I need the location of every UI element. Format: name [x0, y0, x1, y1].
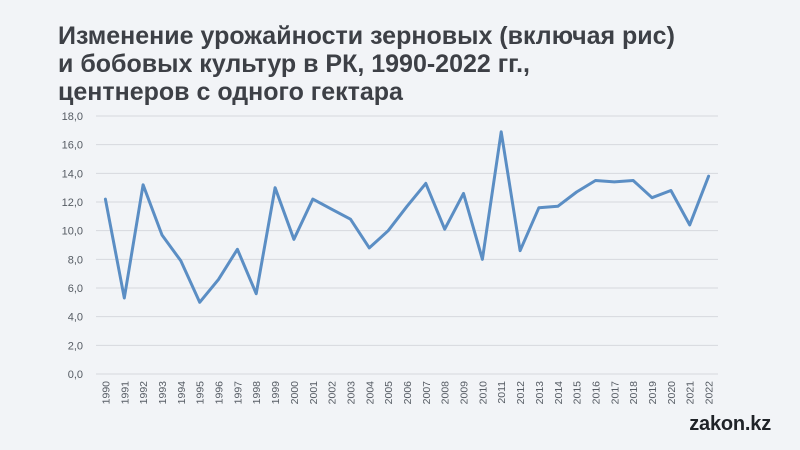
x-tick-label: 2006 — [402, 381, 414, 405]
data-point — [669, 189, 673, 192]
x-tick-label: 2021 — [685, 381, 697, 405]
x-tick-label: 1993 — [157, 381, 169, 405]
title-line-3: центнеров с одного гектара — [58, 78, 403, 106]
data-point — [594, 179, 597, 182]
x-tick-label: 1990 — [100, 381, 112, 405]
x-tick-label: 2009 — [459, 381, 471, 405]
x-tick-label: 1995 — [195, 381, 207, 405]
data-point — [575, 190, 578, 194]
x-tick-label: 2008 — [440, 381, 452, 405]
x-axis: 1990 1991 1992 1993 1994 1995 1996 1997 1998 1999… — [100, 381, 715, 405]
chart-title: Изменение урожайности зерновых (включая … — [58, 22, 748, 106]
x-tick-label: 1996 — [214, 381, 226, 405]
y-tick-label: 2,0 — [68, 340, 83, 352]
y-axis: 0,0 2,0 4,0 6,0 8,0 10,0 12,0 14,0 16,0 18,0 — [62, 111, 83, 381]
data-point — [688, 223, 691, 227]
data-point — [141, 183, 145, 186]
data-point — [292, 238, 296, 241]
x-tick-label: 1997 — [232, 381, 244, 405]
y-tick-label: 0,0 — [68, 369, 83, 381]
y-tick-label: 16,0 — [62, 140, 83, 152]
y-tick-label: 8,0 — [68, 254, 83, 266]
data-point — [255, 292, 258, 295]
data-point — [217, 278, 220, 281]
x-tick-label: 1991 — [119, 381, 131, 405]
data-point — [556, 205, 559, 208]
data-point — [424, 182, 428, 185]
x-tick-label: 2017 — [609, 381, 621, 405]
x-tick-label: 2014 — [553, 381, 565, 405]
title-line-2: и бобовых культур в РК, 1990-2022 гг., — [58, 50, 530, 78]
brand-logo: zakon.kz — [689, 413, 771, 435]
data-point — [273, 186, 277, 189]
x-tick-label: 2016 — [590, 381, 602, 405]
x-tick-label: 2012 — [515, 381, 527, 405]
series-layer — [103, 130, 711, 304]
x-tick-label: 1992 — [138, 381, 150, 405]
x-tick-label: 2007 — [421, 381, 433, 405]
y-tick-label: 6,0 — [68, 283, 83, 295]
x-tick-label: 2015 — [572, 381, 584, 405]
y-tick-label: 14,0 — [62, 168, 83, 180]
data-point — [386, 229, 390, 232]
x-tick-label: 1994 — [176, 381, 188, 405]
x-tick-label: 2005 — [383, 381, 395, 405]
x-tick-label: 2019 — [647, 381, 659, 405]
x-tick-label: 2018 — [628, 381, 640, 405]
data-point — [198, 301, 201, 304]
y-tick-label: 4,0 — [68, 312, 83, 324]
x-tick-label: 1998 — [251, 381, 263, 405]
data-point — [311, 197, 314, 201]
data-point — [179, 259, 183, 262]
data-point — [236, 248, 239, 251]
data-point — [330, 207, 333, 211]
x-tick-label: 2001 — [308, 381, 320, 405]
data-point — [518, 249, 522, 252]
y-tick-label: 10,0 — [62, 226, 83, 238]
x-tick-label: 2000 — [289, 381, 301, 405]
data-point — [160, 233, 164, 237]
data-point — [349, 218, 352, 221]
data-point — [613, 180, 616, 184]
x-tick-label: 2013 — [534, 381, 546, 405]
data-point — [405, 205, 409, 208]
x-tick-label: 2004 — [364, 381, 376, 405]
x-tick-label: 2003 — [345, 381, 357, 405]
data-point — [123, 296, 126, 300]
series-line — [103, 130, 711, 304]
grid-lines — [96, 115, 718, 375]
data-point — [707, 175, 710, 178]
x-tick-label: 1999 — [270, 381, 282, 405]
data-point — [368, 246, 371, 250]
y-tick-label: 12,0 — [62, 197, 83, 209]
data-point — [537, 206, 541, 209]
data-point — [104, 197, 107, 201]
x-tick-label: 2002 — [327, 381, 339, 405]
data-point — [500, 130, 503, 133]
x-tick-label: 2010 — [477, 381, 489, 405]
x-tick-label: 2022 — [704, 381, 716, 405]
data-point — [462, 192, 465, 195]
x-tick-label: 2020 — [666, 381, 678, 405]
data-point — [443, 228, 446, 231]
y-tick-label: 18,0 — [62, 111, 83, 123]
data-point — [481, 258, 484, 261]
data-point — [650, 196, 654, 199]
title-line-1: Изменение урожайности зерновых (включая … — [58, 22, 675, 50]
x-tick-label: 2011 — [496, 381, 508, 404]
data-point — [631, 179, 635, 182]
